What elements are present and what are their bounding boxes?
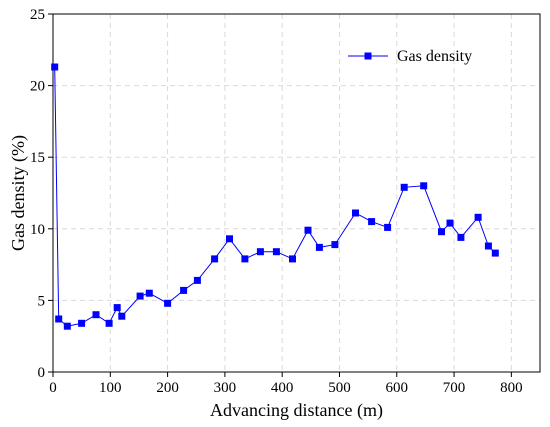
x-axis-title: Advancing distance (m) (210, 400, 383, 421)
y-tick-label: 20 (30, 79, 45, 95)
y-tick-label: 0 (38, 365, 46, 381)
x-tick-label: 700 (443, 380, 466, 396)
data-point-marker (304, 226, 312, 234)
y-axis-title: Gas density (%) (8, 135, 29, 251)
legend: Gas density (348, 48, 472, 65)
data-point-marker (118, 312, 126, 320)
x-tick-label: 800 (500, 380, 523, 396)
data-point-marker (55, 315, 63, 323)
data-point-marker (368, 218, 376, 226)
x-tick-label: 600 (386, 380, 409, 396)
y-tick-label: 15 (30, 150, 45, 166)
data-point-marker (113, 304, 121, 312)
data-point-marker (51, 63, 59, 71)
data-point-marker (474, 213, 482, 221)
data-point-marker (315, 243, 323, 251)
data-point-marker (105, 319, 113, 327)
data-point-marker (384, 223, 392, 231)
x-tick-label: 300 (214, 380, 237, 396)
x-tick-label: 400 (271, 380, 294, 396)
data-point-marker (352, 209, 359, 217)
data-point-marker (420, 182, 428, 190)
y-tick-label: 5 (38, 293, 46, 309)
series-layer (51, 63, 499, 330)
data-point-marker (164, 299, 172, 307)
data-point-marker (272, 248, 280, 256)
data-point-marker (180, 286, 188, 294)
legend-marker (364, 52, 372, 60)
x-tick-label: 0 (49, 380, 57, 396)
data-point-marker (491, 249, 499, 257)
data-point-marker (145, 289, 153, 297)
data-point-marker (136, 292, 144, 300)
data-point-marker (457, 233, 465, 241)
data-point-marker (193, 276, 201, 284)
data-point-marker (331, 241, 339, 249)
legend-label: Gas density (397, 48, 472, 65)
data-point-marker (438, 228, 445, 236)
plot-area-frame (52, 13, 541, 373)
y-tick-label: 25 (30, 7, 45, 23)
data-point-marker (289, 255, 296, 263)
y-tick-label: 10 (30, 222, 45, 238)
data-point-marker (226, 235, 233, 243)
data-point-marker (484, 242, 492, 250)
data-point-marker (256, 248, 264, 256)
y-axis: 0 5 10 15 20 25 (30, 7, 53, 381)
x-tick-label: 500 (328, 380, 351, 396)
data-point-marker (400, 183, 408, 191)
data-point-marker (211, 255, 219, 263)
data-point-marker (446, 219, 454, 227)
data-point-marker (92, 311, 100, 319)
x-axis: 0 100 200 300 400 500 600 700 800 (49, 372, 523, 396)
data-point-marker (63, 322, 71, 330)
data-point-marker (78, 319, 86, 327)
series-line (54, 66, 496, 327)
x-tick-label: 200 (156, 380, 179, 396)
x-tick-label: 100 (99, 380, 122, 396)
data-point-marker (241, 255, 249, 263)
gridlines (53, 14, 540, 372)
